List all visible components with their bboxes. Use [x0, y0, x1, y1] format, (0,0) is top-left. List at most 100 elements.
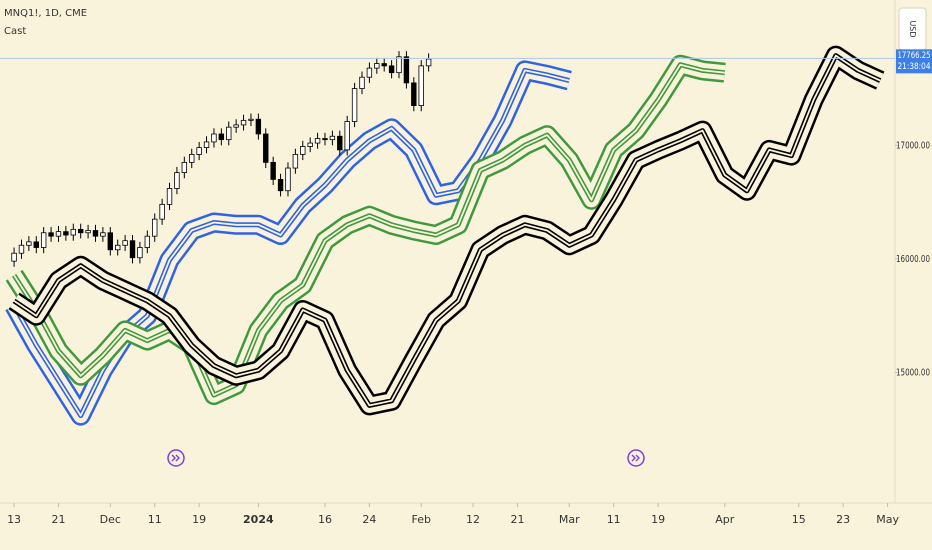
candle-body: [137, 247, 143, 259]
candle-body: [33, 241, 39, 248]
candle-body: [329, 135, 336, 141]
candle: [226, 121, 232, 146]
candle-body: [255, 118, 262, 135]
candle: [314, 132, 321, 149]
candle-body: [366, 67, 373, 78]
candle: [403, 51, 410, 89]
candle-body: [285, 167, 291, 192]
event-circle: [167, 449, 185, 467]
symbol-label: MNQ1!, 1D, CME: [4, 8, 87, 19]
event-marker[interactable]: [167, 449, 185, 467]
currency-label: USD: [908, 20, 917, 37]
candle: [189, 148, 195, 169]
projection-band: [8, 45, 885, 416]
candle-body: [418, 65, 424, 106]
candle: [144, 230, 151, 254]
x-tick-label: 19: [192, 513, 206, 526]
candle-body: [388, 65, 395, 74]
candle: [359, 71, 365, 95]
x-tick-label: 2024: [243, 513, 274, 526]
candle: [374, 57, 380, 74]
candle: [351, 82, 358, 128]
candle-body: [277, 178, 284, 192]
candle: [63, 225, 69, 241]
candle: [300, 140, 306, 161]
candle-body: [411, 82, 417, 106]
candle: [107, 227, 114, 256]
projection-line: [13, 63, 725, 396]
candle-body: [300, 146, 306, 155]
candle: [100, 227, 106, 242]
candle: [33, 236, 39, 254]
candle: [115, 239, 121, 256]
candle: [240, 114, 247, 131]
candle: [255, 113, 262, 140]
candle: [181, 156, 188, 179]
x-tick-label: 12: [466, 513, 480, 526]
candle: [285, 162, 291, 197]
y-tick-label: 15000.00: [896, 367, 930, 378]
candle: [388, 60, 395, 79]
candle: [159, 198, 165, 225]
candle-body: [314, 138, 321, 144]
candle: [344, 115, 350, 156]
candle: [277, 173, 284, 197]
candle-body: [63, 231, 69, 236]
candle-body: [100, 232, 106, 237]
candle: [218, 128, 225, 146]
x-tick-label: May: [876, 513, 899, 526]
candle: [233, 119, 239, 133]
x-tick-label: Apr: [715, 513, 735, 526]
x-tick-label: Feb: [411, 513, 430, 526]
candle-body: [344, 121, 350, 151]
candle: [196, 141, 202, 161]
candle-body: [26, 241, 32, 246]
candle-body: [85, 230, 91, 234]
event-icon: [171, 454, 180, 462]
candle: [48, 227, 54, 242]
candle: [425, 53, 432, 72]
candle-body: [144, 235, 151, 248]
candle: [337, 130, 343, 156]
candle-body: [351, 88, 358, 122]
candle-body: [129, 240, 136, 259]
event-marker[interactable]: [627, 449, 645, 467]
candle-body: [70, 228, 76, 236]
x-tick-label: 21: [51, 513, 65, 526]
candle: [263, 128, 269, 169]
x-tick-label: 15: [792, 513, 806, 526]
projection-line: [13, 54, 881, 407]
candle: [166, 182, 173, 211]
candle-body: [211, 133, 217, 143]
candle: [381, 57, 387, 72]
candle-body: [152, 218, 158, 237]
candle-body: [263, 133, 269, 163]
candle: [248, 113, 254, 127]
candle: [174, 166, 180, 195]
candle-body: [359, 76, 365, 89]
candle: [70, 223, 76, 241]
candle-body: [233, 124, 239, 128]
candle: [92, 224, 99, 242]
candle-body: [166, 188, 173, 205]
candle-body: [337, 135, 343, 151]
candle-body: [40, 232, 47, 248]
candle: [203, 136, 210, 154]
candle-body: [55, 231, 62, 237]
candle-body: [189, 154, 195, 163]
countdown-label: 21:38:04: [898, 62, 931, 72]
candle-body: [248, 118, 254, 121]
candle: [322, 132, 328, 146]
candle-body: [292, 154, 299, 169]
candle-body: [381, 63, 387, 67]
candle: [329, 130, 336, 146]
candle-body: [122, 240, 128, 246]
indicator-label: Cast: [4, 26, 26, 37]
candle-body: [174, 172, 180, 189]
x-tick-label: 11: [607, 513, 621, 526]
candle-body: [92, 230, 99, 237]
candle: [411, 77, 417, 112]
candle: [292, 148, 299, 174]
candle: [152, 213, 158, 242]
candle-body: [181, 161, 188, 173]
